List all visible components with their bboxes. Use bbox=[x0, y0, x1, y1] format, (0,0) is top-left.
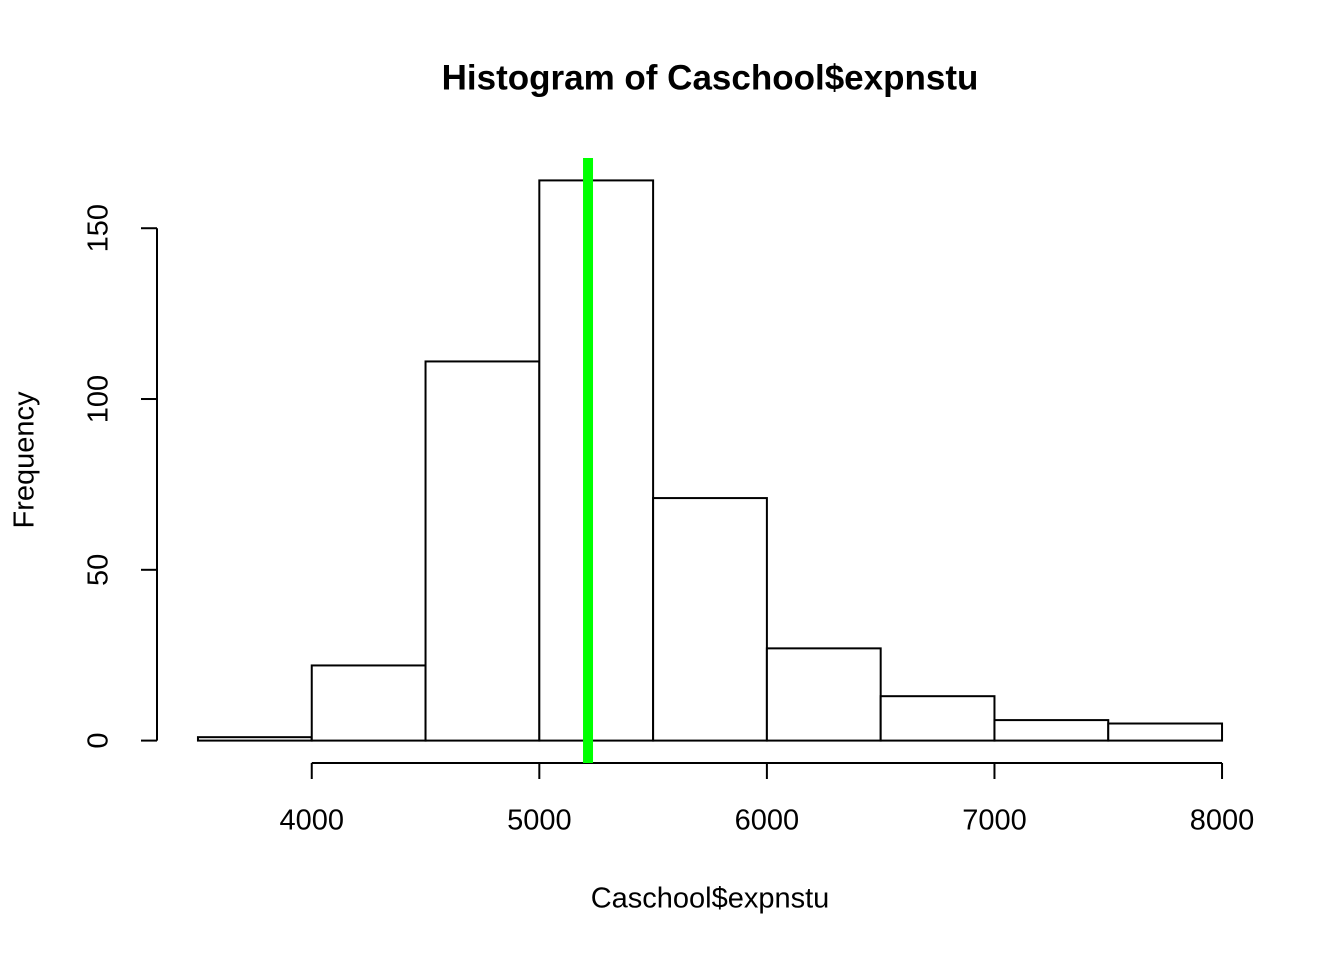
chart-title: Histogram of Caschool$expnstu bbox=[442, 58, 979, 97]
bar bbox=[538, 179, 655, 742]
bar bbox=[765, 647, 882, 742]
y-axis-label: Frequency bbox=[9, 391, 41, 529]
bar bbox=[196, 736, 313, 742]
bar bbox=[993, 719, 1110, 742]
bar bbox=[310, 664, 427, 742]
x-tick-label: 7000 bbox=[962, 805, 1027, 837]
x-tick-label: 6000 bbox=[735, 805, 800, 837]
x-tick-label: 4000 bbox=[279, 805, 344, 837]
bar bbox=[424, 360, 541, 742]
x-axis-label: Caschool$expnstu bbox=[591, 883, 830, 915]
bar bbox=[652, 497, 768, 742]
y-tick-label: 50 bbox=[83, 554, 115, 586]
y-tick-label: 0 bbox=[83, 733, 115, 749]
y-tick-label: 100 bbox=[83, 375, 115, 423]
bar bbox=[1107, 722, 1224, 742]
x-tick-label: 8000 bbox=[1190, 805, 1255, 837]
bar bbox=[879, 695, 996, 742]
x-tick-label: 5000 bbox=[507, 805, 572, 837]
y-tick-label: 150 bbox=[83, 204, 115, 252]
